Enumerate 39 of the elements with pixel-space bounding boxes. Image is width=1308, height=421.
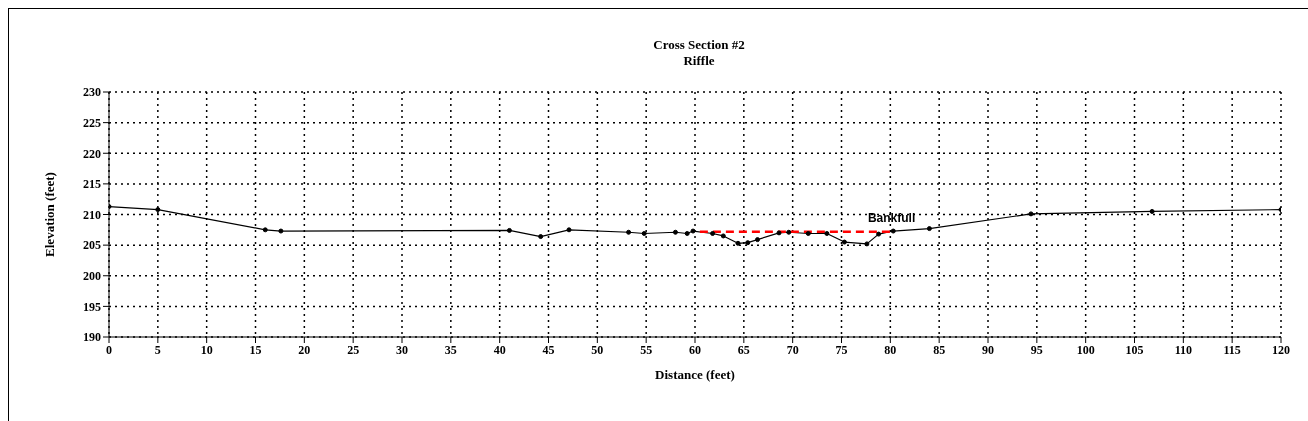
x-tick-label: 35 xyxy=(444,342,457,357)
y-tick-label: 205 xyxy=(83,238,101,253)
x-tick-label: 10 xyxy=(200,342,213,357)
y-tick-label: 220 xyxy=(83,146,101,161)
series-label: Bankfull xyxy=(867,210,916,225)
y-tick-label: 230 xyxy=(83,85,101,100)
x-tick-label: 105 xyxy=(1125,342,1144,357)
x-tick-label: 100 xyxy=(1076,342,1095,357)
x-tick-label: 85 xyxy=(933,342,946,357)
y-axis-title: Elevation (feet) xyxy=(41,172,57,257)
y-tick-label: 190 xyxy=(83,330,101,345)
y-tick-label: 225 xyxy=(83,115,101,130)
x-axis-title: Distance (feet) xyxy=(655,367,735,382)
x-tick-label: 55 xyxy=(640,342,653,357)
x-tick-label: 50 xyxy=(591,342,604,357)
x-tick-label: 5 xyxy=(154,342,161,357)
x-tick-label: 15 xyxy=(249,342,262,357)
x-tick-label: 20 xyxy=(298,342,311,357)
x-tick-label: 75 xyxy=(835,342,848,357)
x-tick-label: 110 xyxy=(1174,342,1193,357)
y-tick-label: 195 xyxy=(83,299,101,314)
x-tick-label: 30 xyxy=(396,342,408,357)
x-tick-label: 45 xyxy=(542,342,555,357)
y-tick-label: 215 xyxy=(83,177,101,192)
x-tick-label: 25 xyxy=(347,342,360,357)
x-tick-label: 65 xyxy=(737,342,750,357)
x-tick-label: 95 xyxy=(1030,342,1043,357)
x-tick-label: 40 xyxy=(493,342,506,357)
x-tick-label: 0 xyxy=(106,342,112,357)
x-tick-label: 70 xyxy=(786,342,799,357)
x-tick-label: 60 xyxy=(689,342,701,357)
x-tick-label: 115 xyxy=(1223,342,1241,357)
y-tick-label: 210 xyxy=(83,207,101,222)
x-tick-label: 80 xyxy=(884,342,897,357)
x-tick-label: 90 xyxy=(982,342,994,357)
chart-title: Cross Section #2 xyxy=(652,37,746,53)
chart-subtitle: Riffle xyxy=(682,53,716,69)
y-tick-label: 200 xyxy=(83,269,101,284)
x-tick-label: 120 xyxy=(1272,342,1290,357)
